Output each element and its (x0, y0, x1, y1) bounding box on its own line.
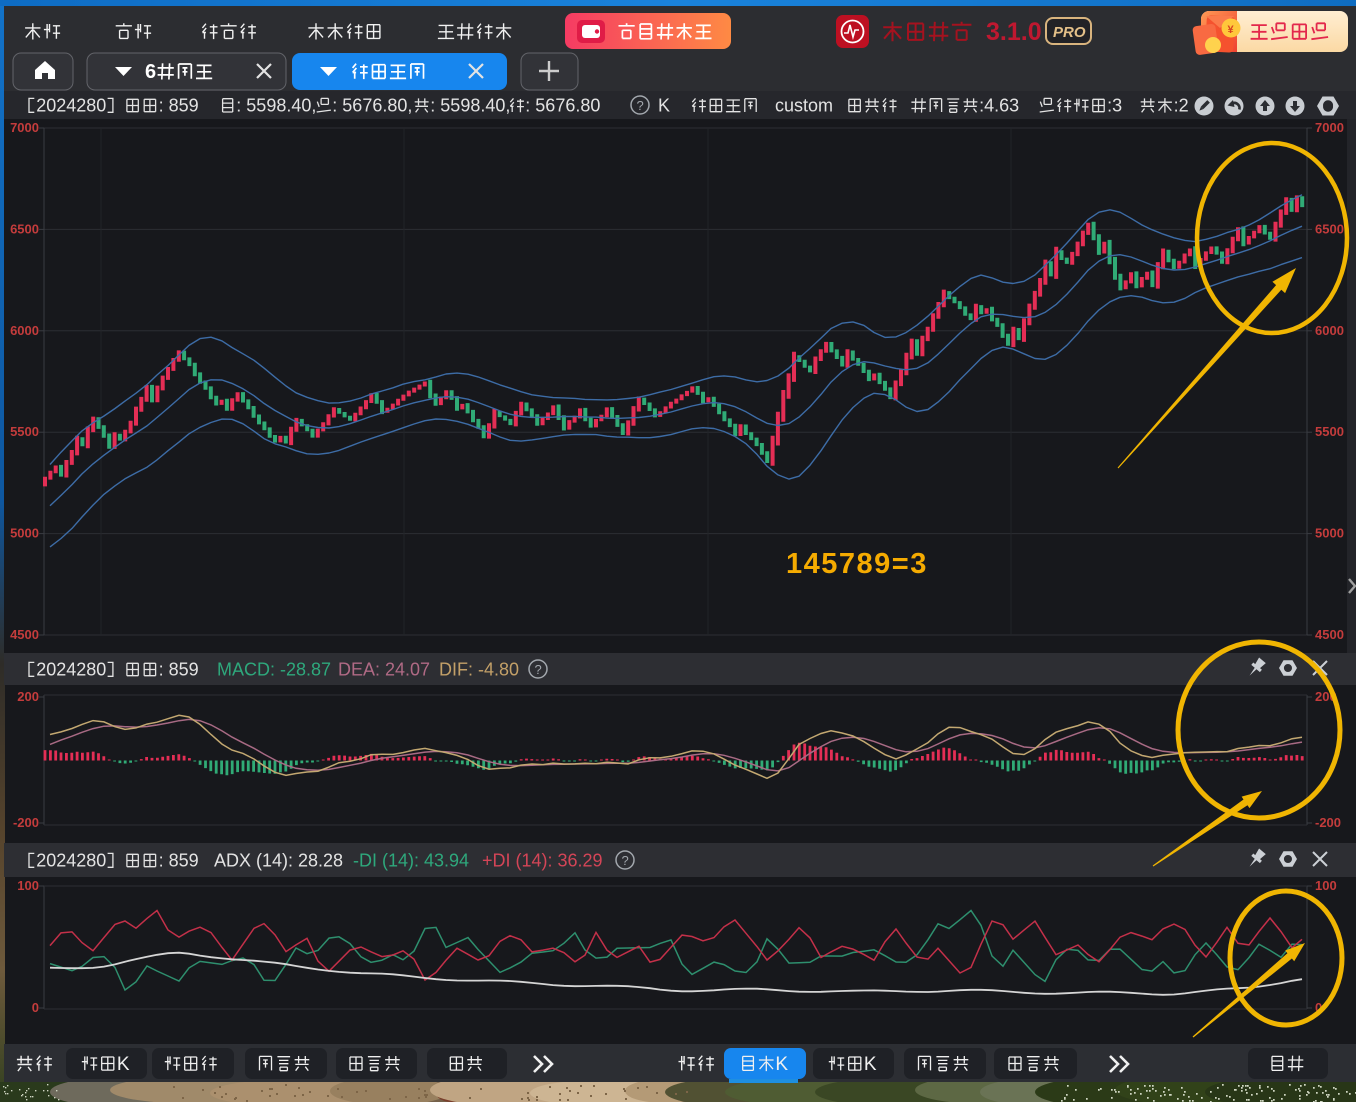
svg-text:: 859: : 859 (159, 660, 199, 680)
svg-text:?: ? (637, 98, 644, 113)
svg-text:4500: 4500 (10, 627, 39, 642)
svg-text:2024280: 2024280 (36, 96, 106, 116)
svg-text:: 859: : 859 (159, 96, 199, 116)
svg-text:K: K (864, 1054, 877, 1075)
svg-text:: 5676.80,: : 5676.80, (332, 96, 412, 116)
svg-text:2024280: 2024280 (36, 851, 106, 871)
svg-text:-DI (14): 43.94: -DI (14): 43.94 (353, 851, 469, 871)
svg-text:custom: custom (775, 96, 833, 116)
svg-text:6500: 6500 (10, 221, 39, 236)
svg-text:DIF: -4.80: DIF: -4.80 (439, 660, 519, 680)
svg-text:K: K (658, 96, 670, 116)
svg-text:+DI (14): 36.29: +DI (14): 36.29 (482, 851, 603, 871)
svg-text:-200: -200 (13, 815, 39, 830)
svg-text:5500: 5500 (10, 424, 39, 439)
svg-text:7000: 7000 (10, 120, 39, 135)
svg-text:¥: ¥ (1228, 24, 1235, 36)
svg-text:5000: 5000 (1315, 526, 1344, 541)
svg-text::3: :3 (1107, 96, 1122, 116)
svg-text:: 859: : 859 (159, 851, 199, 871)
svg-text::2: :2 (1174, 96, 1189, 116)
svg-text:5500: 5500 (1315, 424, 1344, 439)
svg-text:: 5598.40,: : 5598.40, (236, 96, 316, 116)
svg-text:100: 100 (17, 878, 39, 893)
svg-text:6: 6 (145, 61, 156, 83)
svg-text:K: K (775, 1054, 788, 1075)
svg-text:0: 0 (1315, 1000, 1322, 1015)
svg-text:6000: 6000 (1315, 323, 1344, 338)
svg-text:0: 0 (32, 1000, 39, 1015)
svg-text:ADX (14): 28.28: ADX (14): 28.28 (214, 851, 343, 871)
svg-text:6000: 6000 (10, 323, 39, 338)
svg-text:MACD: -28.87: MACD: -28.87 (217, 660, 331, 680)
svg-text:-200: -200 (1315, 815, 1341, 830)
svg-text:?: ? (622, 853, 629, 868)
svg-text::4.63: :4.63 (979, 96, 1019, 116)
svg-text:K: K (117, 1054, 130, 1075)
svg-text:5000: 5000 (10, 526, 39, 541)
svg-text:: 5676.80: : 5676.80 (525, 96, 600, 116)
svg-text:6500: 6500 (1315, 221, 1344, 236)
svg-text:2024280: 2024280 (36, 660, 106, 680)
svg-text:?: ? (535, 662, 542, 677)
svg-text:7000: 7000 (1315, 120, 1344, 135)
svg-text:4500: 4500 (1315, 627, 1344, 642)
svg-text:100: 100 (1315, 878, 1337, 893)
svg-text:PRO: PRO (1053, 24, 1086, 41)
svg-text:3.1.0: 3.1.0 (986, 18, 1042, 46)
svg-text:DEA: 24.07: DEA: 24.07 (338, 660, 430, 680)
svg-text:: 5598.40,: : 5598.40, (430, 96, 510, 116)
svg-text:200: 200 (17, 689, 39, 704)
svg-text:145789=3: 145789=3 (786, 548, 928, 580)
